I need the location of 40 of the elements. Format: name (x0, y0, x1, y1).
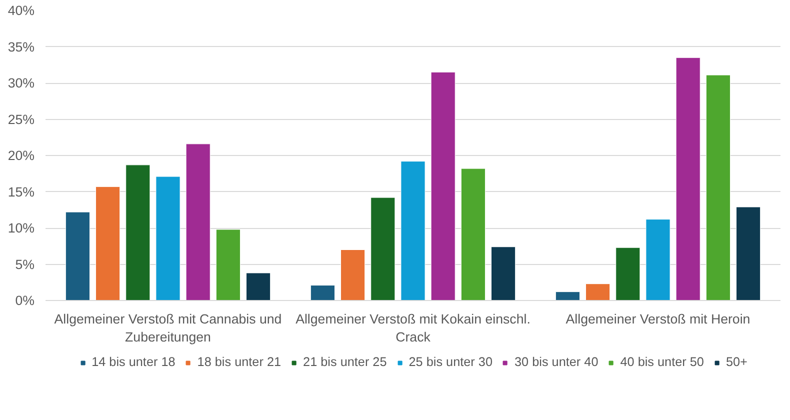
bar (340, 250, 366, 300)
bar (310, 285, 335, 300)
y-tick-label: 5% (15, 256, 35, 272)
bar (246, 272, 271, 300)
bar (400, 161, 426, 300)
bar (430, 72, 456, 300)
x-tick-label: Allgemeiner Verstoß mit Kokain einschl. Crack (296, 312, 530, 344)
bar (555, 292, 580, 300)
y-tick-label: 40% (8, 3, 35, 18)
bar (156, 176, 180, 300)
bar (186, 144, 210, 300)
bar (616, 247, 640, 300)
y-tick-label: 25% (8, 112, 35, 127)
bar (65, 212, 90, 300)
bar (646, 219, 670, 300)
bar (491, 246, 516, 300)
y-tick-label: 10% (8, 220, 35, 236)
x-tick-label: Allgemeiner Verstoß mit Cannabis und Zubereitungen (54, 312, 282, 344)
legend-label: 18 bis unter 21 (197, 355, 282, 369)
bar (126, 164, 150, 300)
bar (586, 284, 610, 300)
bar (96, 186, 120, 300)
bar (460, 168, 486, 300)
y-tick-label: 35% (8, 39, 35, 54)
legend-label: 21 bis unter 25 (303, 355, 387, 369)
x-tick-label: Allgemeiner Verstoß mit Heroin (566, 312, 750, 326)
bar (216, 229, 240, 300)
bar (736, 206, 761, 300)
y-tick-label: 20% (8, 148, 35, 163)
legend-label: 25 bis unter 30 (408, 355, 492, 369)
legend-label: 14 bis unter 18 (92, 355, 176, 369)
legend-label: 30 bis unter 40 (514, 355, 598, 369)
bar (676, 57, 700, 300)
y-tick-label: 0% (15, 293, 35, 308)
y-tick-label: 15% (8, 184, 35, 200)
bar (706, 74, 730, 300)
legend-label: 50+ (726, 355, 748, 369)
bar (370, 197, 396, 300)
legend-label: 40 bis unter 50 (620, 355, 704, 369)
y-tick-label: 30% (8, 76, 35, 90)
